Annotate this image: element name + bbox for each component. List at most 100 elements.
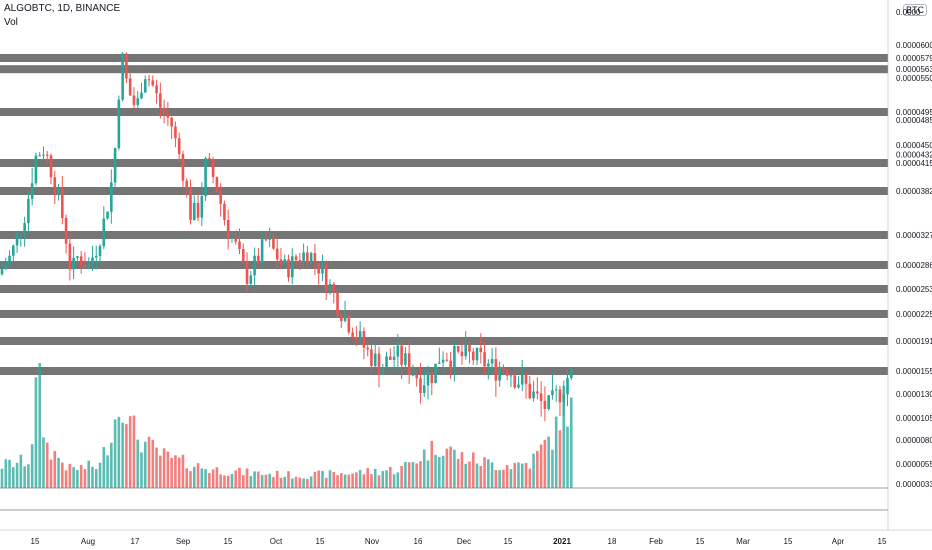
candle-body: [445, 359, 449, 361]
currency-badge[interactable]: BTC: [903, 4, 927, 16]
volume-bar: [396, 472, 400, 488]
volume-bar: [351, 473, 354, 488]
candle-body: [502, 368, 505, 370]
volume-bar: [543, 439, 547, 488]
volume-bar: [328, 470, 332, 488]
price-tick-label: 0.00004959: [896, 108, 932, 117]
volume-bar: [98, 462, 102, 488]
candle-body: [547, 395, 550, 409]
volume-bar: [483, 457, 486, 488]
candle-body: [494, 359, 498, 381]
volume-bar: [12, 467, 15, 488]
candle-body: [185, 180, 189, 188]
volume-bar: [147, 436, 151, 488]
volume-bar: [275, 470, 279, 488]
volume-bar: [34, 377, 38, 488]
volume-bar: [61, 462, 64, 488]
volume-bar: [468, 461, 471, 488]
volume-bar: [72, 467, 75, 488]
volume-bar: [317, 470, 320, 488]
volume-bar: [110, 442, 113, 488]
candle-body: [287, 259, 290, 278]
candle-body: [174, 126, 177, 139]
candle-body: [309, 253, 313, 264]
date-tick-label: Nov: [365, 537, 379, 546]
candle-body: [192, 202, 196, 220]
candle-body: [200, 196, 204, 218]
candle-body: [98, 246, 102, 257]
volume-bar: [445, 448, 449, 488]
volume-bar: [517, 462, 520, 488]
candle-body: [0, 269, 4, 275]
candle-body: [215, 176, 219, 192]
candle-body: [498, 368, 501, 381]
level-band: [0, 367, 888, 375]
volume-bar: [407, 462, 411, 488]
date-tick-label: 15: [784, 537, 793, 546]
candle-body: [121, 53, 124, 100]
volume-bar: [302, 478, 305, 488]
candle-body: [381, 368, 385, 375]
volume-bar: [106, 455, 109, 488]
volume-bar: [373, 468, 377, 488]
candle-body: [332, 283, 336, 293]
candle-body: [343, 315, 347, 321]
candle-body: [132, 95, 136, 105]
candle-body: [219, 191, 222, 204]
candle-body: [268, 238, 271, 240]
candle-body: [238, 241, 241, 249]
candle-body: [524, 374, 528, 384]
level-band: [0, 310, 888, 318]
candle-body: [181, 154, 185, 181]
date-tick-label: Oct: [270, 537, 283, 546]
level-band: [0, 337, 888, 345]
candle-body: [554, 389, 558, 391]
candle-body: [27, 198, 30, 224]
candle-body: [162, 107, 166, 114]
candle-body: [264, 239, 268, 241]
date-tick-label: 18: [608, 537, 617, 546]
volume-bar: [57, 457, 60, 488]
volume-bar: [487, 459, 490, 488]
volume-bar: [143, 441, 147, 488]
volume-bar: [19, 454, 23, 488]
candle-body: [539, 393, 543, 401]
candle-body: [208, 158, 211, 160]
candle-body: [513, 375, 517, 388]
volume-label: Vol: [4, 17, 18, 28]
date-tick-label: 15: [31, 537, 40, 546]
candle-body: [340, 315, 343, 321]
volume-bar: [117, 416, 121, 488]
volume-bar: [181, 454, 185, 488]
candle-body: [487, 363, 490, 367]
volume-bar: [532, 453, 535, 488]
volume-bar: [309, 476, 313, 488]
volume-bar: [23, 466, 26, 488]
candle-body: [449, 360, 452, 368]
candle-body: [407, 353, 411, 375]
volume-bar: [411, 462, 415, 488]
volume-bar: [551, 449, 554, 488]
volume-bar: [234, 470, 238, 488]
date-tick-label: Apr: [832, 537, 845, 546]
candle-body: [113, 148, 117, 183]
volume-bar: [151, 439, 155, 488]
candle-body: [370, 349, 373, 367]
volume-bar: [102, 447, 106, 488]
volume-bar: [438, 457, 441, 488]
date-tick-label: Mar: [736, 537, 750, 546]
price-tick-label: 0.00001915: [896, 337, 932, 346]
candle-body: [125, 53, 128, 79]
volume-bar: [340, 473, 343, 488]
date-tick-label: 15: [316, 537, 325, 546]
volume-bar: [132, 415, 136, 488]
volume-bar: [4, 459, 8, 488]
candle-body: [430, 372, 434, 384]
volume-bar: [475, 463, 479, 488]
volume-bar: [0, 468, 4, 488]
candle-body: [426, 372, 430, 386]
volume-bar: [53, 451, 57, 488]
